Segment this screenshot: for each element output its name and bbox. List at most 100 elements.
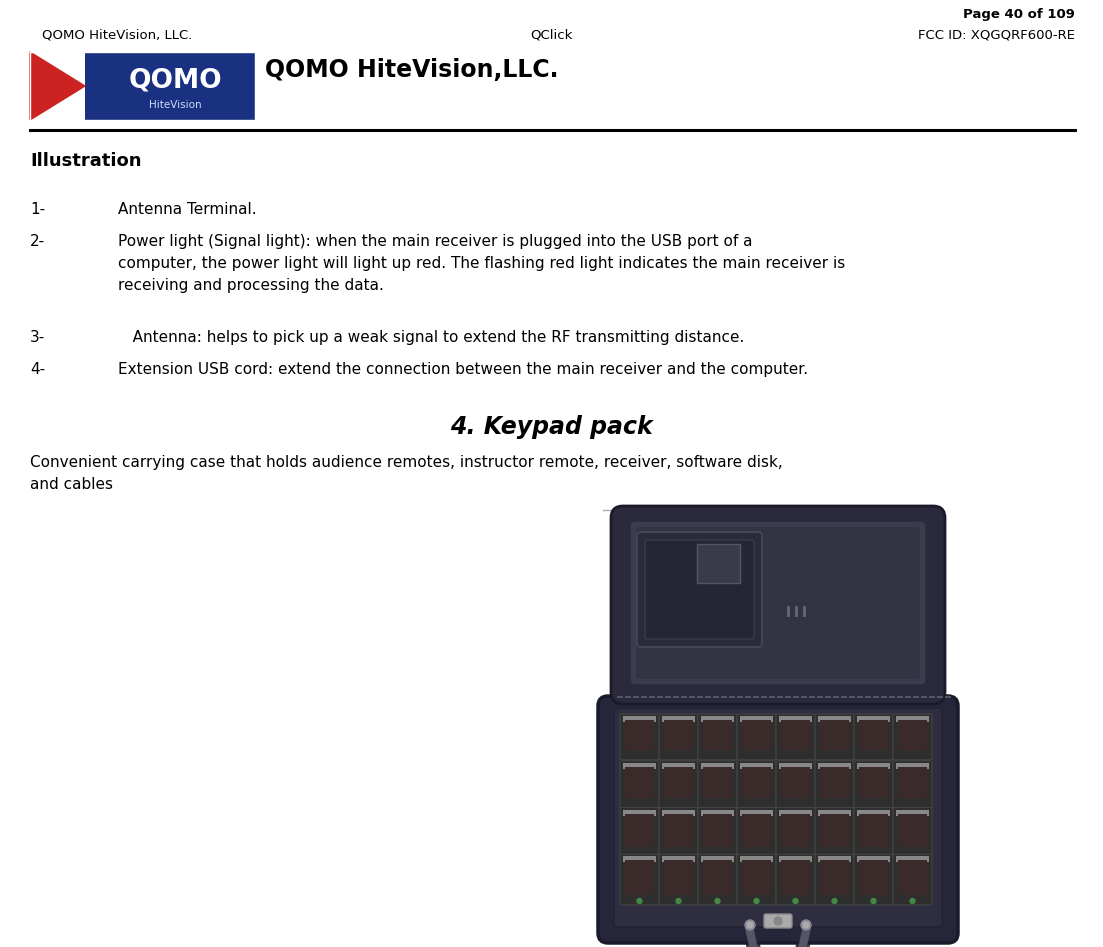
Circle shape xyxy=(676,899,681,903)
FancyBboxPatch shape xyxy=(664,767,693,798)
Text: Page 40 of 109: Page 40 of 109 xyxy=(963,8,1075,21)
FancyBboxPatch shape xyxy=(703,767,732,798)
FancyBboxPatch shape xyxy=(740,810,773,815)
FancyBboxPatch shape xyxy=(623,810,656,815)
FancyBboxPatch shape xyxy=(857,762,890,769)
FancyBboxPatch shape xyxy=(737,760,777,808)
FancyBboxPatch shape xyxy=(740,856,773,863)
FancyBboxPatch shape xyxy=(625,813,654,847)
FancyBboxPatch shape xyxy=(777,854,815,905)
FancyBboxPatch shape xyxy=(781,720,810,750)
FancyBboxPatch shape xyxy=(702,856,733,863)
FancyBboxPatch shape xyxy=(614,708,942,927)
FancyBboxPatch shape xyxy=(740,762,773,769)
FancyBboxPatch shape xyxy=(740,716,773,722)
Circle shape xyxy=(747,922,753,928)
Circle shape xyxy=(745,920,754,930)
Circle shape xyxy=(774,917,782,925)
Circle shape xyxy=(832,899,837,903)
FancyBboxPatch shape xyxy=(662,716,695,722)
FancyBboxPatch shape xyxy=(859,720,888,750)
FancyBboxPatch shape xyxy=(820,720,849,750)
Text: QOMO HiteVision,LLC.: QOMO HiteVision,LLC. xyxy=(265,58,558,82)
Text: Illustration: Illustration xyxy=(30,152,141,170)
FancyBboxPatch shape xyxy=(630,521,927,685)
FancyBboxPatch shape xyxy=(898,720,927,750)
Text: HiteVision: HiteVision xyxy=(149,100,202,110)
Text: Power light (Signal light): when the main receiver is plugged into the USB port : Power light (Signal light): when the mai… xyxy=(118,234,752,249)
FancyBboxPatch shape xyxy=(779,762,812,769)
Circle shape xyxy=(793,899,797,903)
Text: FCC ID: XQGQRF600-RE: FCC ID: XQGQRF600-RE xyxy=(918,28,1075,41)
FancyBboxPatch shape xyxy=(658,854,698,905)
Text: Extension USB cord: extend the connection between the main receiver and the comp: Extension USB cord: extend the connectio… xyxy=(118,362,808,377)
FancyBboxPatch shape xyxy=(896,716,929,722)
FancyBboxPatch shape xyxy=(620,854,658,905)
FancyBboxPatch shape xyxy=(893,714,932,759)
FancyBboxPatch shape xyxy=(893,854,932,905)
FancyBboxPatch shape xyxy=(611,506,945,704)
FancyBboxPatch shape xyxy=(781,860,810,895)
FancyBboxPatch shape xyxy=(620,714,658,759)
FancyBboxPatch shape xyxy=(818,762,852,769)
FancyBboxPatch shape xyxy=(818,810,852,815)
FancyBboxPatch shape xyxy=(664,860,693,895)
FancyBboxPatch shape xyxy=(658,808,698,857)
FancyBboxPatch shape xyxy=(613,692,943,706)
FancyBboxPatch shape xyxy=(896,810,929,815)
Text: Convenient carrying case that holds audience remotes, instructor remote, receive: Convenient carrying case that holds audi… xyxy=(30,455,783,470)
Text: 3-: 3- xyxy=(30,330,45,345)
Text: Antenna Terminal.: Antenna Terminal. xyxy=(118,202,257,217)
FancyBboxPatch shape xyxy=(702,716,733,722)
FancyBboxPatch shape xyxy=(781,813,810,847)
FancyBboxPatch shape xyxy=(820,767,849,798)
FancyBboxPatch shape xyxy=(625,720,654,750)
FancyBboxPatch shape xyxy=(664,813,693,847)
FancyBboxPatch shape xyxy=(625,860,654,895)
Polygon shape xyxy=(30,52,85,120)
Text: QOMO: QOMO xyxy=(128,67,222,94)
FancyBboxPatch shape xyxy=(859,767,888,798)
FancyBboxPatch shape xyxy=(664,720,693,750)
Text: receiving and processing the data.: receiving and processing the data. xyxy=(118,278,384,293)
FancyBboxPatch shape xyxy=(658,760,698,808)
FancyBboxPatch shape xyxy=(893,760,932,808)
FancyBboxPatch shape xyxy=(742,720,771,750)
Text: and cables: and cables xyxy=(30,477,113,492)
FancyBboxPatch shape xyxy=(662,762,695,769)
FancyBboxPatch shape xyxy=(598,696,959,943)
FancyBboxPatch shape xyxy=(896,856,929,863)
FancyBboxPatch shape xyxy=(698,808,737,857)
FancyBboxPatch shape xyxy=(820,860,849,895)
FancyBboxPatch shape xyxy=(777,760,815,808)
FancyBboxPatch shape xyxy=(703,813,732,847)
FancyBboxPatch shape xyxy=(702,810,733,815)
FancyBboxPatch shape xyxy=(620,808,658,857)
FancyBboxPatch shape xyxy=(779,856,812,863)
FancyBboxPatch shape xyxy=(896,762,929,769)
FancyBboxPatch shape xyxy=(636,527,920,679)
FancyBboxPatch shape xyxy=(898,767,927,798)
FancyBboxPatch shape xyxy=(815,854,854,905)
Circle shape xyxy=(801,920,811,930)
Text: Antenna: helps to pick up a weak signal to extend the RF transmitting distance.: Antenna: helps to pick up a weak signal … xyxy=(118,330,745,345)
FancyBboxPatch shape xyxy=(764,914,792,928)
FancyBboxPatch shape xyxy=(742,813,771,847)
Circle shape xyxy=(715,899,720,903)
FancyBboxPatch shape xyxy=(777,808,815,857)
FancyBboxPatch shape xyxy=(820,813,849,847)
FancyBboxPatch shape xyxy=(893,808,932,857)
Text: computer, the power light will light up red. The flashing red light indicates th: computer, the power light will light up … xyxy=(118,256,845,271)
FancyBboxPatch shape xyxy=(818,716,852,722)
FancyBboxPatch shape xyxy=(662,810,695,815)
FancyBboxPatch shape xyxy=(625,767,654,798)
Text: 4. Keypad pack: 4. Keypad pack xyxy=(450,415,652,439)
FancyBboxPatch shape xyxy=(638,532,762,647)
FancyBboxPatch shape xyxy=(623,856,656,863)
FancyBboxPatch shape xyxy=(623,762,656,769)
FancyBboxPatch shape xyxy=(645,540,754,639)
FancyBboxPatch shape xyxy=(779,810,812,815)
FancyBboxPatch shape xyxy=(737,808,777,857)
FancyBboxPatch shape xyxy=(818,856,852,863)
FancyBboxPatch shape xyxy=(781,767,810,798)
